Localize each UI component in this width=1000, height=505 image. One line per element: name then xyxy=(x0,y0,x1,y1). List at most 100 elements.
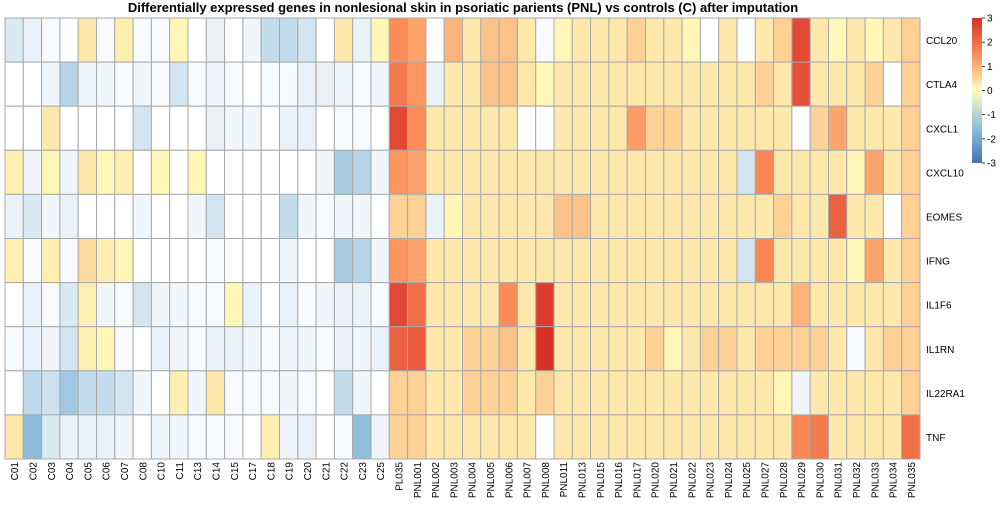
heatmap-cell xyxy=(571,193,592,239)
heatmap-cell xyxy=(645,105,665,151)
heatmap-cell xyxy=(571,17,592,63)
heatmap-cell xyxy=(590,282,610,328)
heatmap-cell xyxy=(846,193,866,239)
heatmap-cell xyxy=(645,193,665,239)
heatmap-cell xyxy=(279,370,299,416)
column-label: C13 xyxy=(193,462,204,481)
heatmap-cell xyxy=(718,370,738,416)
heatmap-cell xyxy=(462,326,482,372)
heatmap-cell xyxy=(388,370,409,416)
heatmap-cell xyxy=(114,17,134,63)
heatmap-cell xyxy=(352,238,372,284)
heatmap-cell xyxy=(553,17,573,63)
heatmap-cell xyxy=(187,61,207,107)
heatmap-cell xyxy=(96,17,116,63)
heatmap-cell xyxy=(187,370,207,416)
heatmap-cell xyxy=(370,61,390,107)
heatmap-cell xyxy=(773,105,793,151)
column-label: C20 xyxy=(303,462,314,481)
heatmap-cell xyxy=(22,149,43,195)
heatmap-cell xyxy=(553,61,573,107)
heatmap-cell xyxy=(736,193,756,239)
heatmap-cell xyxy=(645,17,665,63)
heatmap-cell xyxy=(59,282,79,328)
color-legend: 3 2 1 0 -1 -2 -3 xyxy=(972,14,996,170)
heatmap-cell xyxy=(224,149,244,195)
legend-tick-label: -2 xyxy=(987,134,996,145)
heatmap-cell xyxy=(352,149,372,195)
heatmap-cell xyxy=(187,105,207,151)
heatmap-cell xyxy=(462,61,482,107)
column-label: C05 xyxy=(83,462,94,481)
heatmap-cell xyxy=(315,193,335,239)
heatmap-cell xyxy=(224,238,244,284)
heatmap-cell xyxy=(846,238,866,284)
heatmap-cell xyxy=(626,414,647,460)
heatmap-cell xyxy=(773,326,793,372)
column-label: PNL004 xyxy=(468,462,479,499)
heatmap-cell xyxy=(736,282,756,328)
heatmap-cell xyxy=(352,414,372,460)
heatmap-cell xyxy=(590,149,610,195)
heatmap-cell xyxy=(22,282,43,328)
heatmap-cell xyxy=(754,149,775,195)
heatmap-cell xyxy=(315,414,335,460)
heatmap-cell xyxy=(425,61,445,107)
heatmap-cell xyxy=(425,326,445,372)
heatmap-cell xyxy=(864,149,884,195)
heatmap-cell xyxy=(846,370,866,416)
heatmap-cell xyxy=(736,414,756,460)
heatmap-cell xyxy=(828,105,848,151)
row-label: CXCL10 xyxy=(926,168,964,179)
heatmap-cell xyxy=(516,238,537,284)
heatmap-cell xyxy=(626,17,647,63)
heatmap-cell xyxy=(498,149,518,195)
column-label: PNL013 xyxy=(577,462,588,499)
heatmap-cell xyxy=(4,282,24,328)
heatmap-cell xyxy=(828,238,848,284)
heatmap-cell xyxy=(791,370,811,416)
heatmap-cell xyxy=(77,282,97,328)
heatmap-cell xyxy=(699,414,720,460)
column-label: PNL030 xyxy=(815,462,826,499)
heatmap-cell xyxy=(663,193,683,239)
heatmap-cell xyxy=(480,282,500,328)
heatmap-cell xyxy=(22,238,43,284)
heatmap-cell xyxy=(352,193,372,239)
heatmap-cell xyxy=(681,414,701,460)
heatmap-cell xyxy=(370,282,390,328)
heatmap-cell xyxy=(59,193,79,239)
heatmap-cell xyxy=(480,61,500,107)
heatmap-cell xyxy=(864,282,884,328)
heatmap-cell xyxy=(791,149,811,195)
heatmap-cell xyxy=(626,61,647,107)
heatmap-cell xyxy=(608,370,628,416)
column-label: PNL020 xyxy=(651,462,662,499)
heatmap-cell xyxy=(809,282,830,328)
heatmap-cell xyxy=(663,414,683,460)
heatmap-cell xyxy=(480,414,500,460)
heatmap-cell xyxy=(297,282,317,328)
heatmap-cell xyxy=(279,17,299,63)
heatmap-cell xyxy=(498,414,518,460)
heatmap-cell xyxy=(608,105,628,151)
heatmap-cell xyxy=(699,282,720,328)
column-label: PNL015 xyxy=(596,462,607,499)
heatmap-cell xyxy=(699,238,720,284)
column-label: PNL016 xyxy=(614,462,625,499)
heatmap-cell xyxy=(297,17,317,63)
heatmap-cell xyxy=(132,326,152,372)
column-label: C07 xyxy=(120,462,131,481)
heatmap-cell xyxy=(224,326,244,372)
heatmap-cell xyxy=(809,149,830,195)
heatmap-cell xyxy=(279,149,299,195)
column-label: PNL033 xyxy=(870,462,881,499)
column-label: C22 xyxy=(340,462,351,481)
heatmap-cell xyxy=(224,61,244,107)
heatmap-cell xyxy=(352,105,372,151)
heatmap-cell xyxy=(242,105,262,151)
heatmap-cell xyxy=(132,105,152,151)
heatmap-cell xyxy=(864,193,884,239)
heatmap-cell xyxy=(407,149,427,195)
